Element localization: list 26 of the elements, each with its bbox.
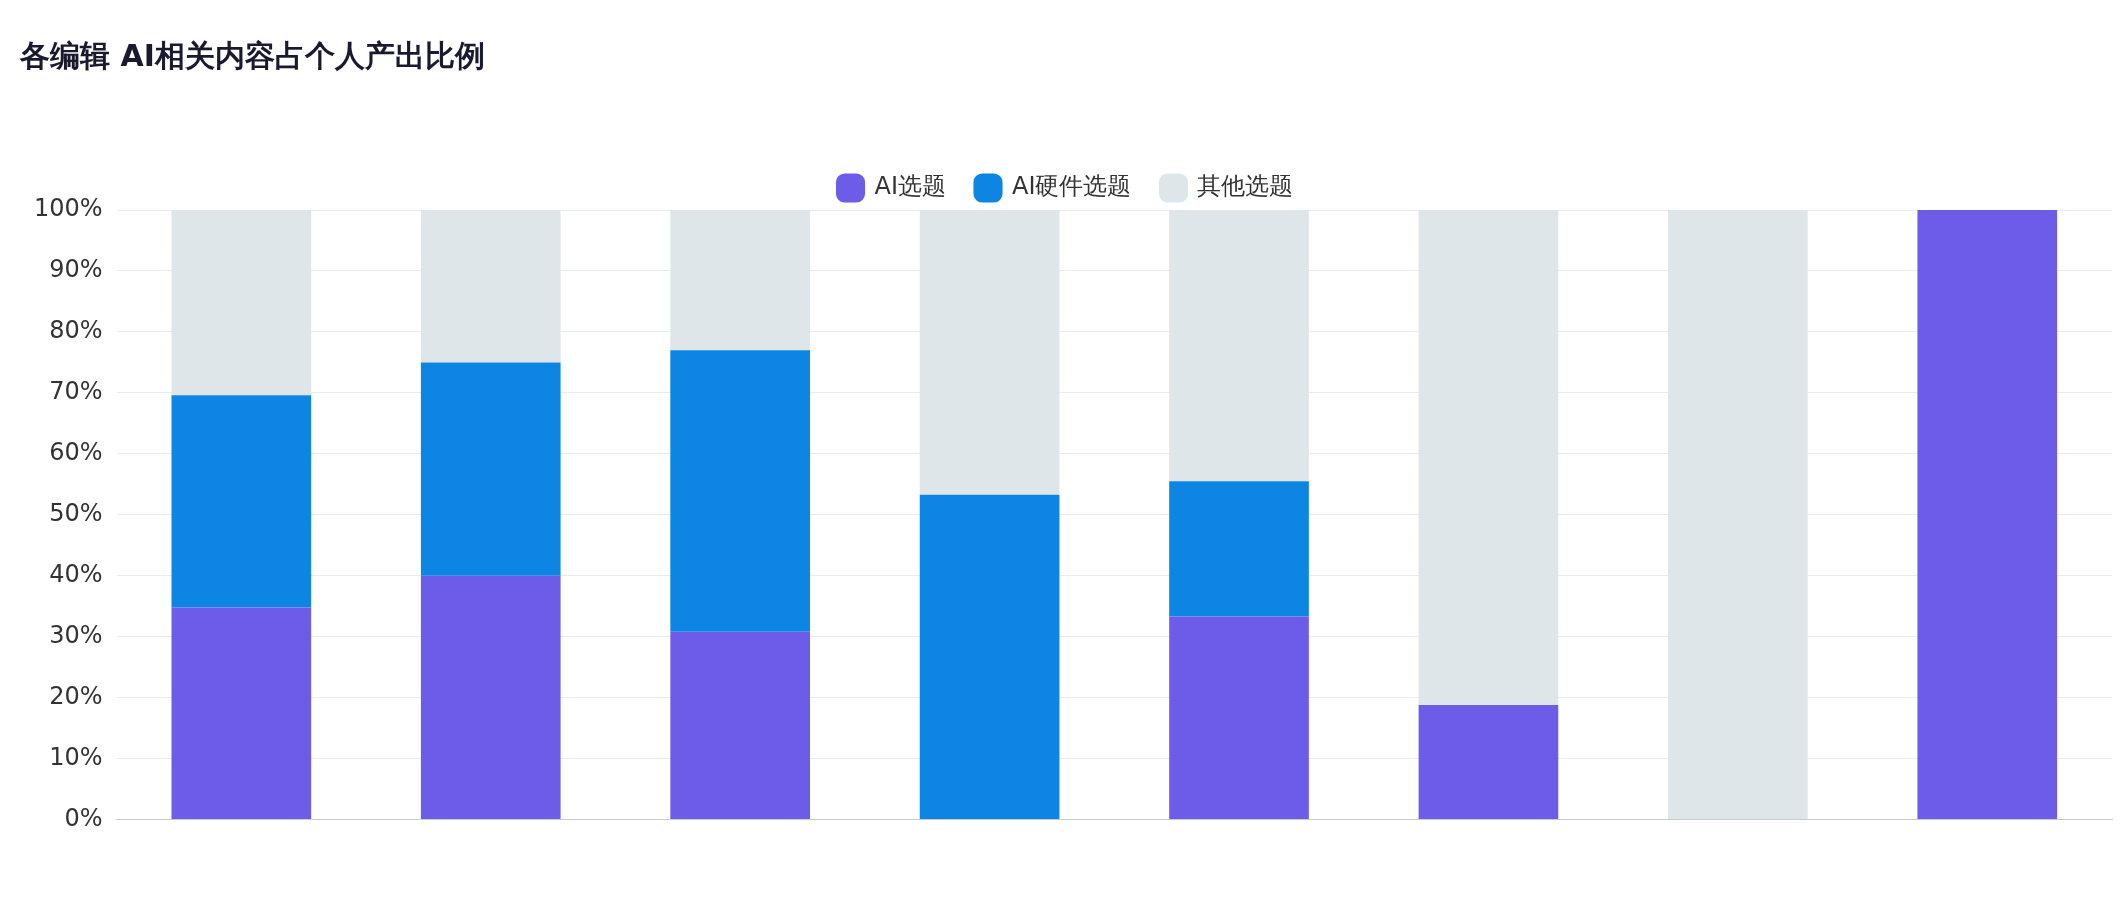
y-tick-label: 70% [49,377,103,406]
y-tick-label: 100% [33,194,103,223]
y-tick-label: 60% [49,438,103,467]
y-tick-label: 30% [49,620,103,649]
chart-title: 各编辑 AI相关内容占个人产出比例 [19,37,485,73]
bar [1418,705,1559,820]
bar [1169,481,1309,617]
y-tick-label: 20% [49,681,103,710]
bar [1169,616,1309,820]
bar [420,362,561,576]
y-tick-label: 90% [49,255,103,284]
y-tick-label: 10% [49,742,103,771]
legend-label: 其他选题 [1197,172,1294,201]
bar [1917,210,2058,820]
bar [919,494,1060,820]
y-tick-label: 40% [49,559,103,588]
legend-label: AI选题 [874,172,946,201]
bar [420,575,561,820]
bar [670,631,811,820]
bar [670,350,811,632]
y-tick-label: 80% [49,316,103,345]
y-tick-label: 50% [49,499,103,528]
bar [171,395,312,608]
legend-label: AI硬件选题 [1012,172,1132,201]
y-tick-label: 0% [64,803,103,832]
bar [171,607,312,820]
